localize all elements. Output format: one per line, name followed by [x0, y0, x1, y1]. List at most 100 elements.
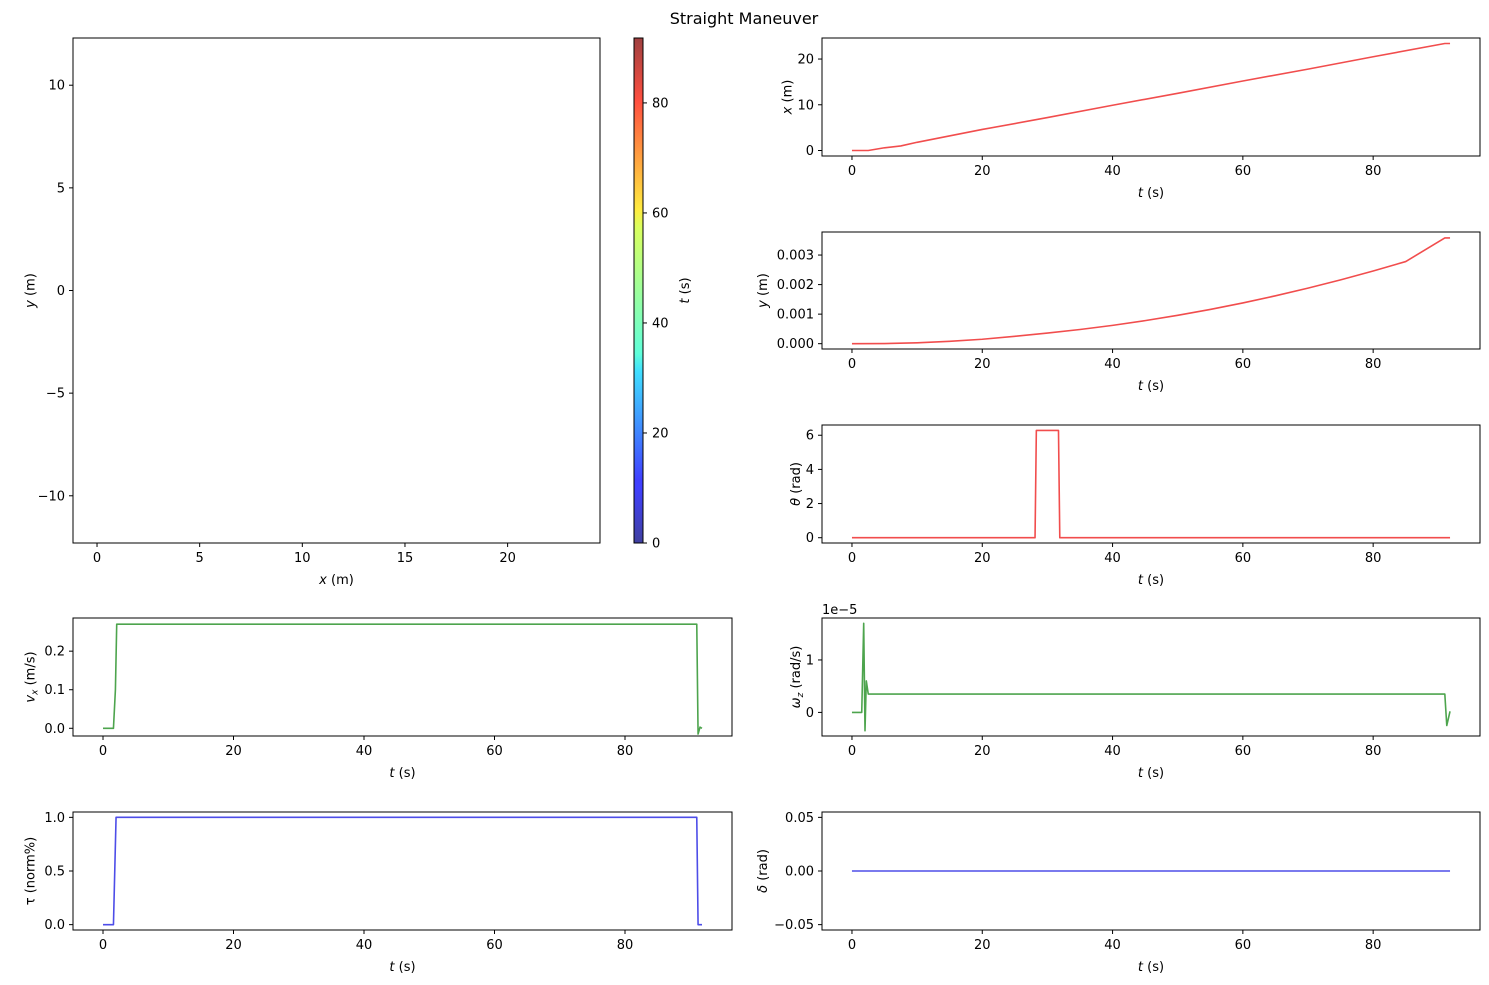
theta_vs_t-series-line	[851, 429, 1451, 539]
x-tick-label: 0	[93, 551, 101, 566]
x-tick-label: 40	[1104, 357, 1121, 372]
y_vs_t-y-axis-label: y (m)	[756, 273, 771, 309]
x_vs_t-y-axis-label: x (m)	[781, 80, 796, 116]
theta_vs_t-axes-frame	[821, 424, 1481, 544]
y-tick-label: −0.05	[774, 918, 814, 933]
x_vs_t-x-axis-label: t (s)	[1138, 186, 1164, 201]
x-tick-label: 0	[848, 551, 856, 566]
x-tick-label: 60	[1235, 357, 1252, 372]
figure-title: Straight Maneuver	[670, 9, 819, 28]
theta_vs_t-x-axis-label: t (s)	[1138, 573, 1164, 588]
y-tick-label: 1	[806, 653, 814, 668]
x-tick-label: 20	[974, 164, 991, 179]
plot-delta_vs_t: 0 20 40 60 80 −0.05 0.00 0.05 t (s) δ (rad)	[756, 811, 1481, 975]
y-tick-label: 0.0	[44, 722, 65, 737]
x-tick-label: 80	[1365, 744, 1382, 759]
y_vs_t-series-line	[851, 237, 1451, 345]
x-tick-label: 10	[294, 551, 311, 566]
plot-tau_vs_t: 0 20 40 60 80 0.0 0.5 1.0 t (s) τ (norm%)	[23, 811, 733, 975]
y-tick-label: 2	[806, 497, 814, 512]
tau_vs_t-series-line	[103, 816, 702, 926]
x-tick-label: 20	[499, 551, 516, 566]
x-tick-label: 0	[848, 357, 856, 372]
vx_vs_t-axes-frame	[72, 617, 733, 737]
y-tick-label: 10	[48, 79, 65, 94]
y_vs_t-x-axis-label: t (s)	[1138, 379, 1164, 394]
x-tick-label: 0	[848, 164, 856, 179]
x-tick-label: 60	[1235, 551, 1252, 566]
colorbar: 0 20 40 60 80 t (s)	[633, 37, 693, 552]
x-tick-label: 40	[1104, 551, 1121, 566]
vx_vs_t-y-axis-label: vx (m/s)	[23, 651, 40, 702]
y-tick-label: 1.0	[44, 811, 65, 826]
x_vs_t-axes-frame	[821, 37, 1481, 157]
plot-x_vs_t: 0 20 40 60 80 0 10 20 t (s) x (m)	[781, 37, 1481, 201]
x-tick-label: 60	[1235, 744, 1252, 759]
trajectory-y-axis-label: y (m)	[23, 273, 38, 309]
x-tick-label: 80	[1365, 164, 1382, 179]
y-tick-label: 0.1	[44, 683, 65, 698]
x-tick-label: 20	[225, 938, 242, 953]
plot-y_vs_t: 0 20 40 60 80 0.000 0.001 0.002 0.003 t (s) y (m)	[756, 231, 1481, 394]
y-tick-label: 0.000	[777, 337, 814, 352]
x-tick-label: 20	[974, 744, 991, 759]
wz_vs_t-axes-frame	[821, 617, 1481, 737]
y-tick-label: 4	[806, 463, 814, 478]
x-tick-label: 5	[196, 551, 204, 566]
delta_vs_t-x-axis-label: t (s)	[1138, 960, 1164, 975]
trajectory-x-axis-label: x (m)	[318, 573, 354, 588]
x-tick-label: 40	[1104, 938, 1121, 953]
x-tick-label: 80	[1365, 938, 1382, 953]
y-tick-label: −10	[38, 489, 65, 504]
wz_vs_t-y-axis-label: ωz (rad/s)	[789, 646, 806, 709]
x-tick-label: 80	[1365, 551, 1382, 566]
x-tick-label: 40	[356, 744, 373, 759]
y-tick-label: 0.003	[777, 249, 814, 264]
x-tick-label: 0	[99, 744, 107, 759]
y-tick-label: 0	[806, 531, 814, 546]
plot-wz_vs_t: 0 20 40 60 80 0 1 t (s) ωz (rad/s) 1e−5	[789, 603, 1481, 781]
y-tick-label: −5	[46, 387, 65, 402]
tau_vs_t-axes-frame	[72, 811, 733, 931]
y-tick-label: 0.00	[785, 865, 814, 880]
plot-vx_vs_t: 0 20 40 60 80 0.0 0.1 0.2 t (s) vx (m/s)	[23, 617, 733, 781]
plot-theta_vs_t: 0 20 40 60 80 0 2 4 6 t (s) θ (rad)	[789, 424, 1481, 588]
x-tick-label: 60	[486, 744, 503, 759]
x-tick-label: 60	[1235, 164, 1252, 179]
x-tick-label: 40	[356, 938, 373, 953]
colorbar-gradient	[633, 37, 644, 544]
colorbar-tick-label: 40	[652, 316, 669, 331]
x-tick-label: 80	[617, 938, 634, 953]
y-tick-label: 0.001	[777, 308, 814, 323]
x-tick-label: 0	[848, 744, 856, 759]
y-tick-label: 0	[806, 706, 814, 721]
colorbar-tick-label: 20	[652, 426, 669, 441]
y-tick-label: 0.002	[777, 278, 814, 293]
x-tick-label: 0	[848, 938, 856, 953]
x-tick-label: 20	[974, 938, 991, 953]
vx_vs_t-x-axis-label: t (s)	[389, 766, 415, 781]
x_vs_t-series-line	[851, 42, 1451, 152]
plot-trajectory: 0 5 10 15 20 −10 −5 0 5 10 x (m) y (m)	[23, 37, 601, 588]
x-tick-label: 20	[974, 357, 991, 372]
wz_vs_t-x-axis-label: t (s)	[1138, 766, 1164, 781]
y-tick-label: 0.5	[44, 865, 65, 880]
y-tick-label: 0.05	[785, 811, 814, 826]
y-tick-label: 20	[797, 53, 814, 68]
y-tick-label: 0	[57, 284, 65, 299]
y-tick-label: 5	[57, 181, 65, 196]
colorbar-tick-label: 80	[652, 96, 669, 111]
wz_vs_t-offset-text: 1e−5	[822, 603, 857, 618]
x-tick-label: 60	[486, 938, 503, 953]
x-tick-label: 20	[225, 744, 242, 759]
colorbar-tick-label: 60	[652, 206, 669, 221]
colorbar-tick-label: 0	[652, 537, 660, 552]
x-tick-label: 80	[1365, 357, 1382, 372]
tau_vs_t-x-axis-label: t (s)	[389, 960, 415, 975]
vx_vs_t-series-line	[103, 623, 703, 735]
colorbar-label: t (s)	[678, 277, 693, 303]
x-tick-label: 0	[99, 938, 107, 953]
y-tick-label: 0.2	[44, 645, 65, 660]
tau_vs_t-y-axis-label: τ (norm%)	[23, 837, 38, 905]
